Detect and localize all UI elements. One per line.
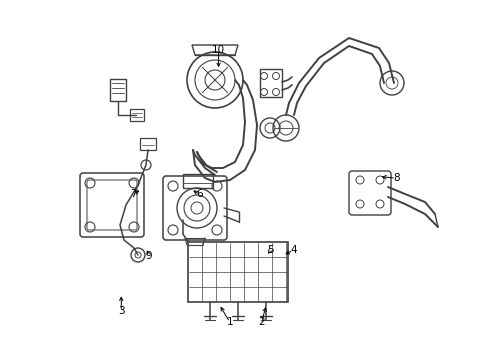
Bar [110,79,126,101]
Bar [183,174,213,188]
Text: 3: 3 [118,306,124,316]
Bar [260,69,282,97]
Text: 1: 1 [226,317,233,327]
Text: 7: 7 [129,189,136,199]
Text: 9: 9 [145,251,152,261]
Text: 5: 5 [266,245,273,255]
Text: 4: 4 [289,245,296,255]
Bar [130,109,143,121]
Bar [140,138,156,150]
Text: 2: 2 [258,317,264,327]
Bar [187,242,287,302]
Text: 8: 8 [392,173,399,183]
Text: 6: 6 [196,189,203,199]
Text: 10: 10 [212,45,224,55]
